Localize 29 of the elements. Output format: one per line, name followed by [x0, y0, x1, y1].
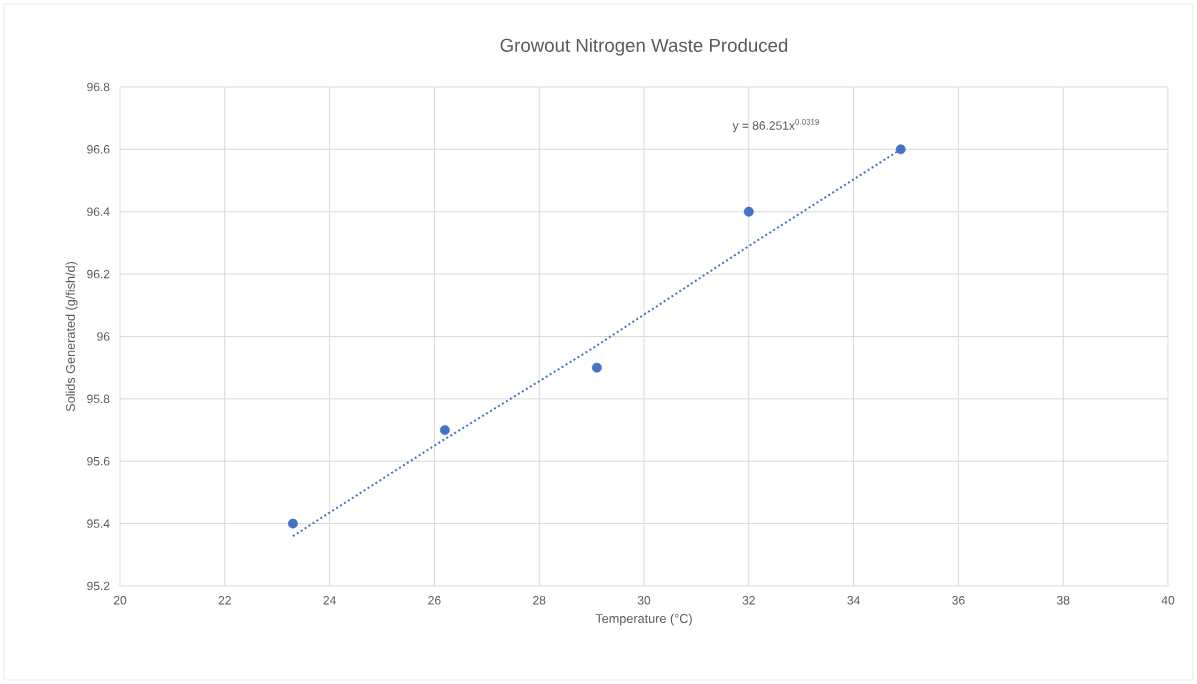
y-tick-label: 96.4: [87, 207, 110, 216]
y-tick-label: 95.4: [87, 519, 110, 528]
x-tick-label: 26: [428, 596, 441, 605]
point: [895, 144, 906, 155]
x-tick-label: 22: [218, 596, 231, 605]
x-tick-label: 40: [1161, 596, 1175, 605]
chart-title: Growout Nitrogen Waste Produced: [500, 38, 788, 56]
point: [439, 425, 450, 435]
y-tick-label: 96.8: [87, 82, 110, 92]
x-axis-title: Temperature (°C): [595, 613, 692, 626]
x-tick-label: 32: [742, 596, 755, 605]
y-tick-label: 96.2: [87, 269, 110, 279]
y-tick-label: 95.6: [87, 456, 110, 466]
x-tick-label: 34: [847, 596, 860, 605]
point: [287, 518, 298, 529]
y-tick-label: 96: [97, 332, 110, 341]
y-axis-title: Solids Generated (g/fish/d): [65, 261, 78, 412]
x-tick-label: 30: [637, 596, 651, 605]
point: [591, 362, 602, 373]
y-tick-label: 95.2: [87, 581, 110, 591]
x-tick-label: 28: [533, 596, 546, 605]
y-tick-label: 96.6: [87, 145, 110, 154]
x-tick-label: 38: [1056, 596, 1070, 605]
annotation: y = 86.251x$^{0.0319}$: [732, 119, 820, 133]
x-tick-label: 24: [323, 596, 336, 605]
x-tick-label: 20: [113, 596, 127, 605]
x-tick-label: 36: [952, 596, 965, 605]
y-tick-label: 95.8: [87, 394, 110, 404]
point: [743, 206, 754, 217]
